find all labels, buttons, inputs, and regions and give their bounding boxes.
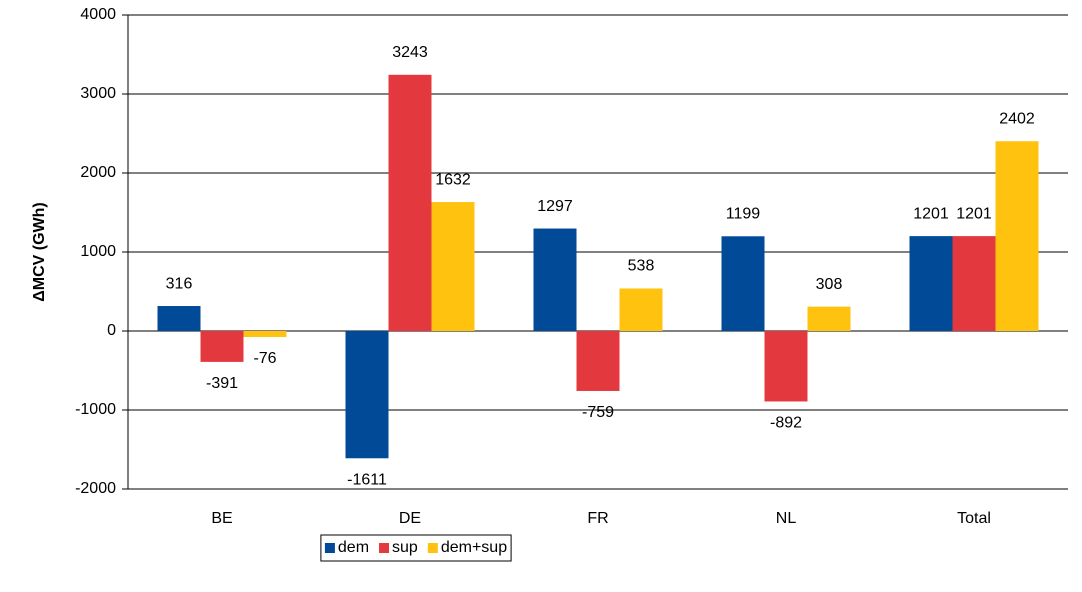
bar [576,331,620,391]
x-tick-label: BE [211,510,232,527]
data-label: 308 [816,276,843,293]
legend-label: dem [338,539,369,556]
legend-swatch [427,543,438,553]
y-tick-label: -2000 [75,480,116,497]
data-label: -391 [206,375,238,392]
data-label: 2402 [999,110,1035,127]
data-label: 1201 [913,205,949,222]
bar [345,331,389,459]
bar [807,306,851,331]
data-label: 1297 [537,198,573,215]
bar [909,236,953,331]
data-label: -892 [770,415,802,432]
bar [157,306,201,331]
bar [243,331,287,338]
y-tick-label: 1000 [80,243,116,260]
data-label: -76 [253,350,276,367]
legend-label: dem+sup [441,539,507,556]
bar [952,236,996,331]
y-tick-label: 3000 [80,85,116,102]
bar [200,331,244,362]
data-label: -759 [582,404,614,421]
data-label: 3243 [392,44,428,61]
data-label: 538 [628,258,655,275]
legend-swatch [379,543,390,553]
legend-box [320,534,512,562]
data-label: 1199 [726,205,761,222]
y-tick-label: 2000 [80,164,116,181]
bar [764,331,808,402]
x-tick-label: FR [587,510,608,527]
bar [995,141,1039,331]
legend: dem sup dem+sup [320,534,512,562]
x-tick-label: Total [957,510,991,527]
y-tick-label: -1000 [75,401,116,418]
bar [431,202,475,331]
y-tick-label: 0 [107,322,116,339]
data-label: 1632 [435,171,471,188]
legend-label: sup [392,539,418,556]
data-label: -1611 [347,471,387,488]
legend-swatch [324,543,335,553]
x-tick-label: DE [399,510,421,527]
y-axis-title: ΔMCV (GWh) [31,202,48,301]
bar [619,288,663,331]
data-label: 316 [166,275,193,292]
bar [388,74,432,331]
bar [721,236,765,331]
data-label: 1201 [956,205,992,222]
bar [533,228,577,331]
y-tick-label: 4000 [80,6,116,23]
x-tick-label: NL [776,510,797,527]
